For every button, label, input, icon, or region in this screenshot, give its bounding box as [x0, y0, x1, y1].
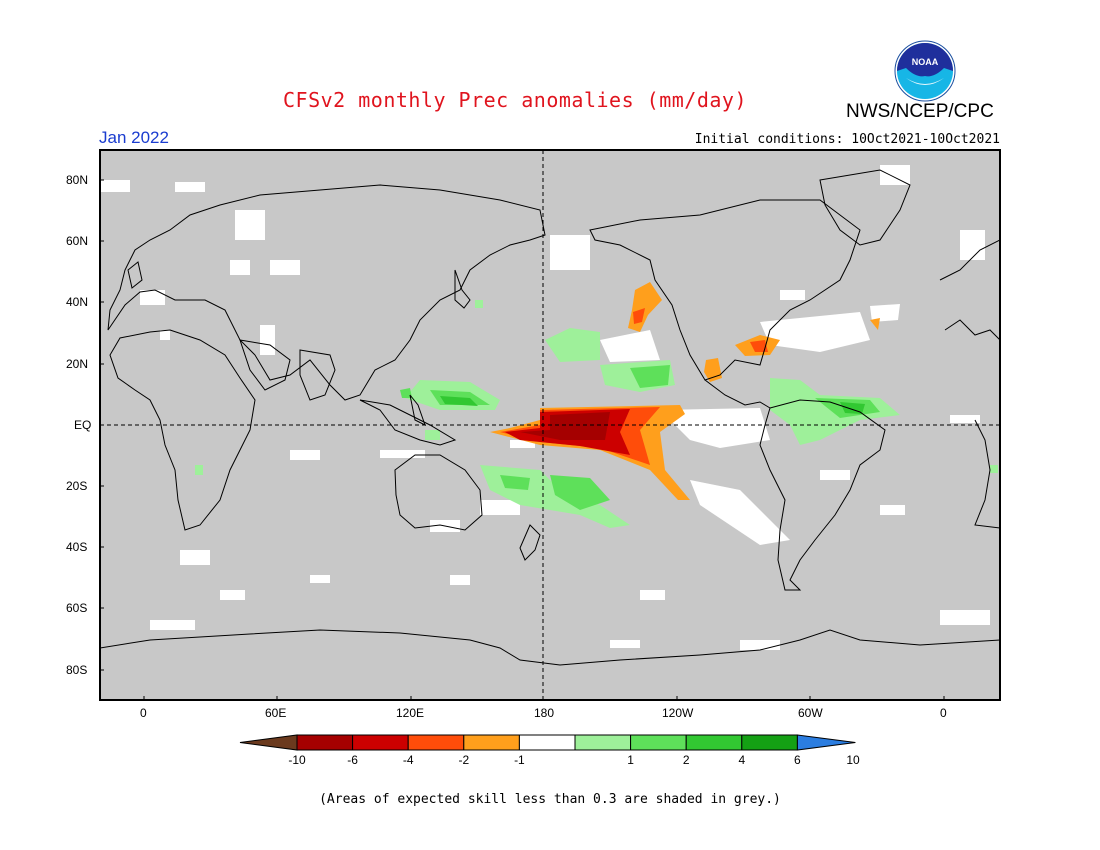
lon-label: 120E	[396, 706, 425, 720]
colorbar-label: 10	[846, 753, 860, 767]
colorbar-swatch	[463, 734, 520, 751]
colorbar-label: -6	[347, 753, 358, 767]
lat-label: EQ	[74, 418, 92, 432]
colorbar-label: -1	[514, 753, 525, 767]
colorbar-arrow-low	[239, 734, 298, 751]
lon-label: 60E	[265, 706, 287, 720]
colorbar-swatch	[352, 734, 409, 751]
colorbar-label: -2	[458, 753, 469, 767]
chart-title: CFSv2 monthly Prec anomalies (mm/day)	[282, 88, 748, 112]
lat-label: 60N	[66, 234, 89, 248]
colorbar-swatch	[407, 734, 465, 751]
forecast-month: Jan 2022	[99, 128, 169, 147]
lon-label: 120W	[662, 706, 694, 720]
lon-label: 0	[940, 706, 947, 720]
lon-label: 0	[140, 706, 147, 720]
agency-label: NWS/NCEP/CPC	[846, 101, 994, 122]
colorbar-swatch	[574, 734, 632, 751]
colorbar-label: -4	[403, 753, 414, 767]
wet-anomaly-patches	[195, 300, 998, 528]
noaa-logo-text: NOAA	[912, 57, 939, 67]
colorbar-swatch	[741, 734, 798, 751]
lat-label: 20N	[66, 357, 89, 371]
lat-label: 20S	[66, 479, 88, 493]
colorbar-swatch	[630, 734, 687, 751]
lon-label: 180	[534, 706, 555, 720]
lat-label: 80S	[66, 663, 88, 677]
lon-label: 60W	[798, 706, 823, 720]
skill-footnote: (Areas of expected skill less than 0.3 a…	[319, 792, 781, 807]
initial-conditions: Initial conditions: 10Oct2021-10Oct2021	[694, 132, 1000, 147]
lat-label: 40S	[66, 540, 88, 554]
neutral-anomaly-patches	[100, 165, 990, 650]
lat-tick-marks	[100, 179, 104, 671]
colorbar-arrow-high	[796, 734, 856, 751]
lat-label: 40N	[66, 295, 89, 309]
colorbar-label: -10	[288, 753, 306, 767]
colorbar-swatch	[518, 734, 576, 751]
lat-label: 60S	[66, 601, 88, 615]
lat-label: 80N	[66, 173, 89, 187]
noaa-logo: NOAA	[894, 40, 956, 102]
colorbar-label: 1	[627, 753, 634, 767]
colorbar-label: 2	[683, 753, 690, 767]
colorbar-swatch	[685, 734, 743, 751]
colorbar-label: 6	[794, 753, 801, 767]
lon-tick-marks	[143, 696, 945, 700]
colorbar-label: 4	[738, 753, 745, 767]
coastlines	[100, 169, 1000, 666]
colorbar-swatch	[296, 734, 354, 751]
colorbar: -10 -6 -4 -2 -1 1 2 4 6 10	[239, 734, 860, 767]
